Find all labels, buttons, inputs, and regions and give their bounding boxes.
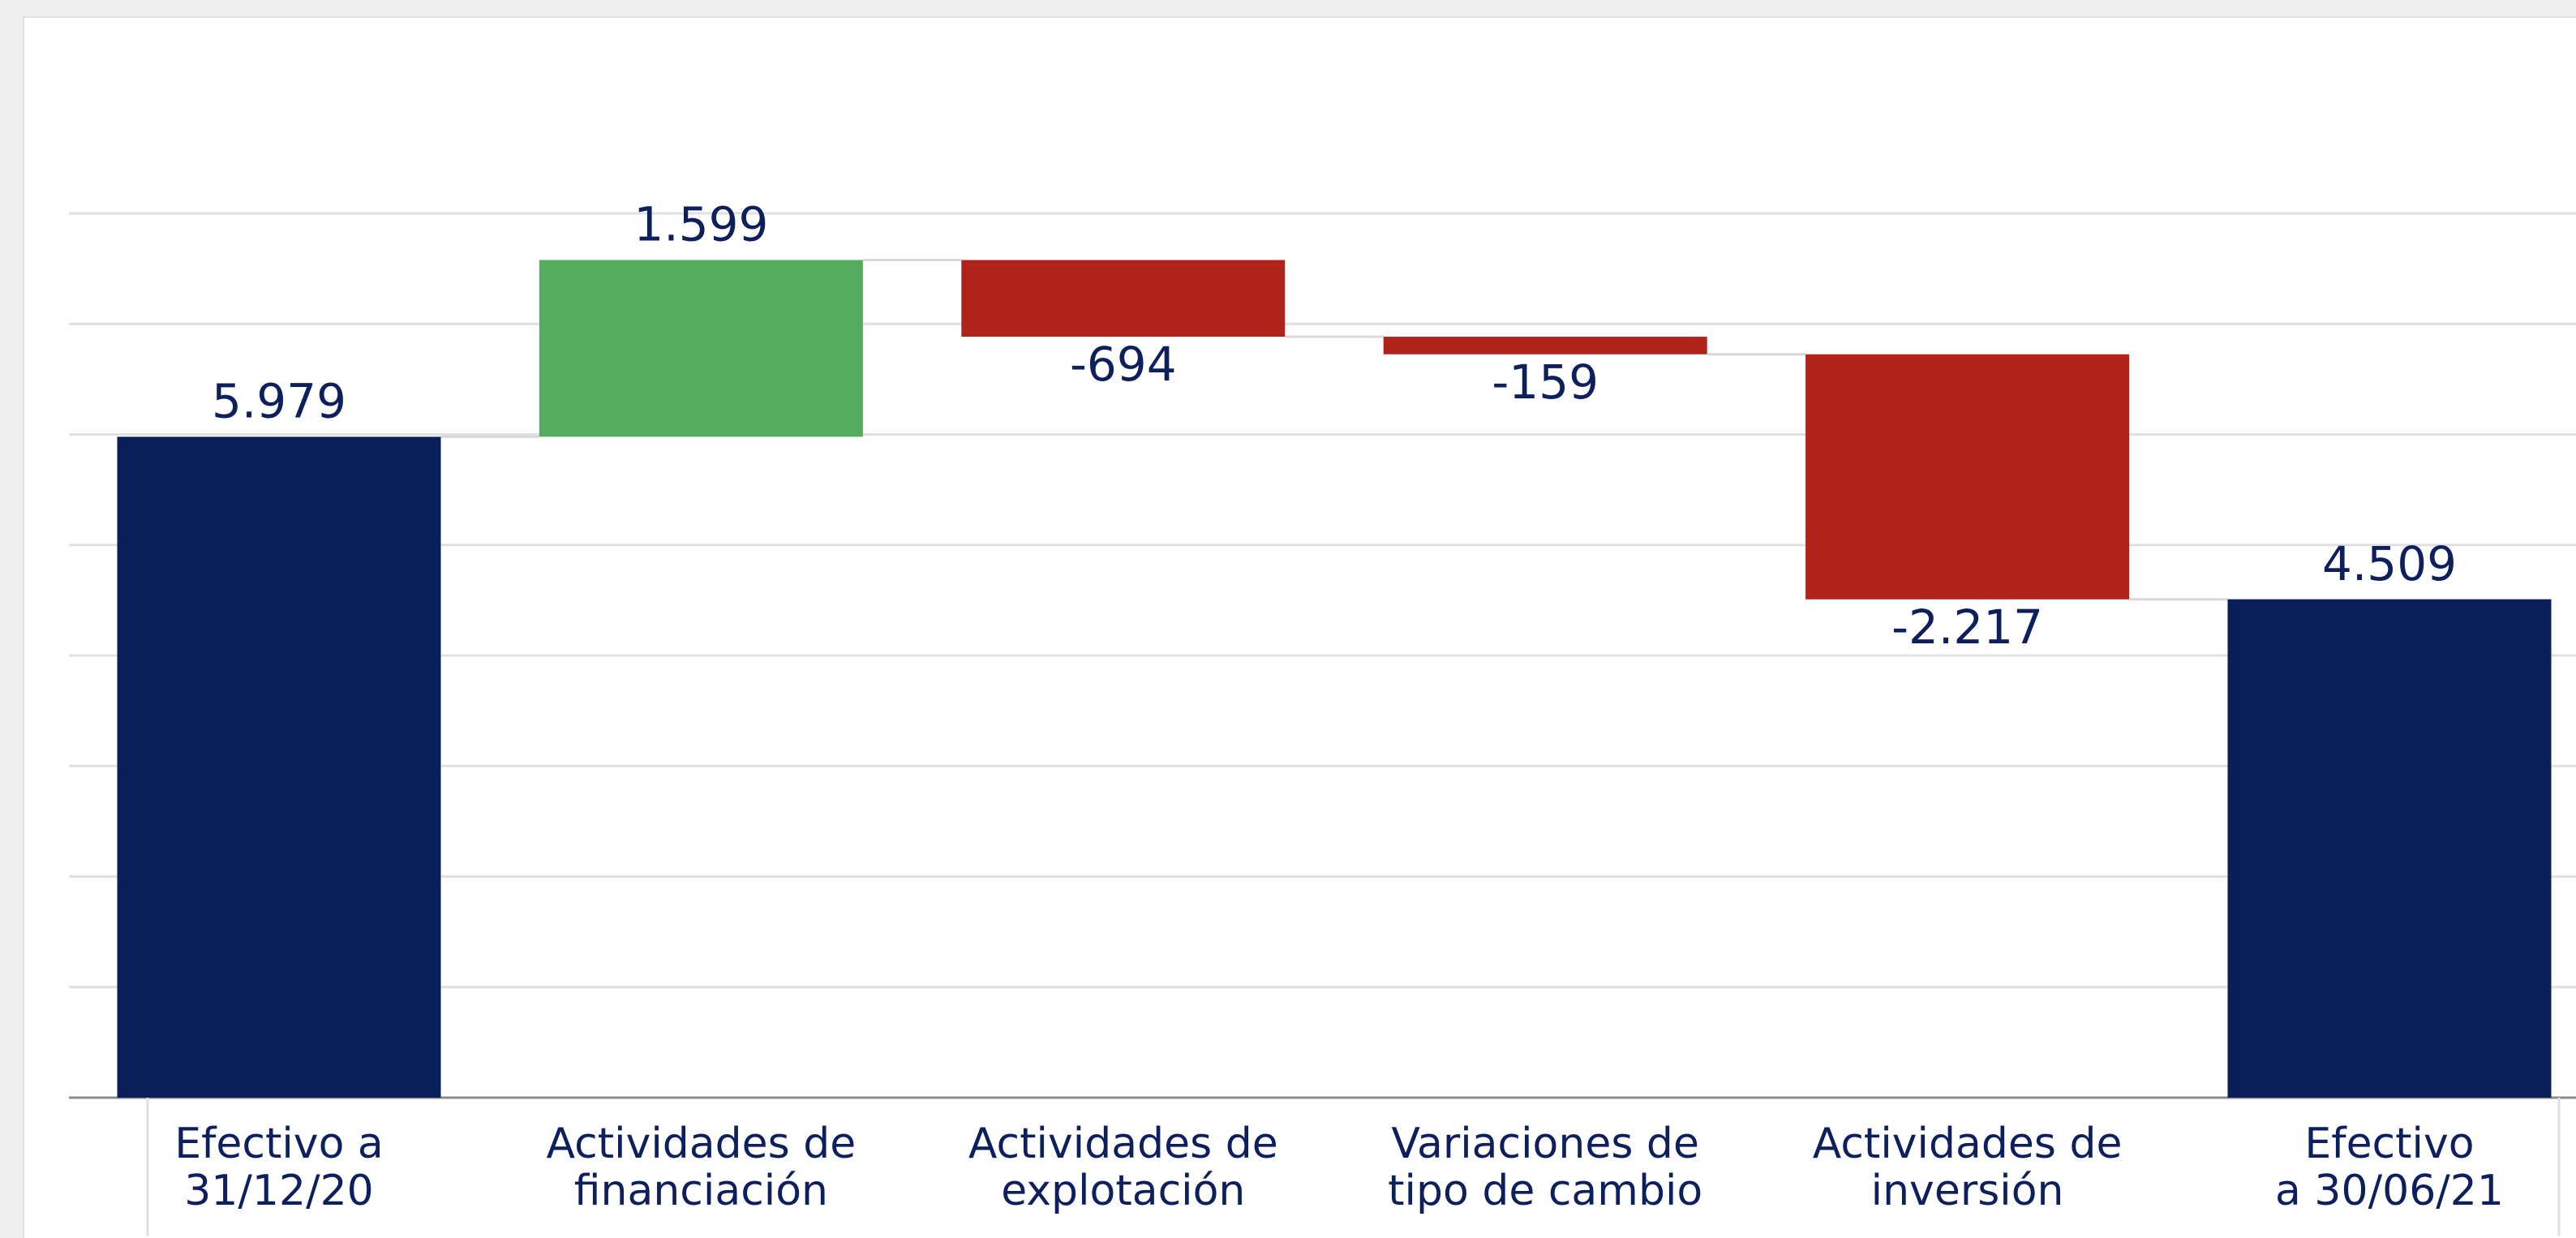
x-tick-label: Efectivo a 31/12/20	[174, 1120, 384, 1215]
bar	[539, 260, 863, 437]
x-tick-label: Actividades de explotación	[968, 1120, 1278, 1215]
x-tick-label: Efectivo a 30/06/21	[2275, 1120, 2504, 1215]
value-label: -694	[1070, 337, 1177, 392]
x-tick-label: Actividades de inversión	[1812, 1120, 2123, 1215]
bar	[1805, 354, 2130, 600]
x-tick-label: Variaciones de tipo de cambio	[1388, 1120, 1703, 1215]
value-label: 4.509	[2322, 536, 2457, 591]
bar	[117, 436, 441, 1098]
x-tick-label: Actividades de financiación	[546, 1120, 857, 1215]
value-label: 5.979	[212, 373, 346, 428]
value-label: -159	[1492, 355, 1599, 410]
bar	[2227, 599, 2552, 1098]
bar	[961, 260, 1286, 337]
value-label: 1.599	[633, 197, 768, 252]
bar	[1383, 337, 1707, 355]
chart-panel	[23, 16, 2576, 1238]
value-label: -2.217	[1891, 600, 2043, 655]
